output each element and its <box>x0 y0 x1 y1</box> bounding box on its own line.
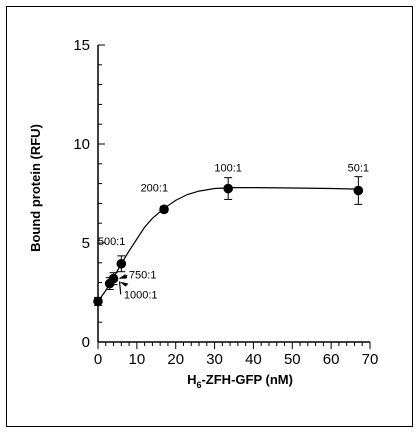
x-axis-title-sub: 6 <box>196 380 201 390</box>
y-axis-title: Bound protein (RFU) <box>28 124 43 252</box>
data-point <box>353 185 364 196</box>
x-tick-label: 50 <box>284 351 301 368</box>
x-tick-label: 70 <box>362 351 379 368</box>
data-point <box>93 296 103 307</box>
annotation-label: 50:1 <box>348 163 369 175</box>
x-tick-label: 60 <box>323 351 340 368</box>
y-tick-label: 5 <box>82 235 90 252</box>
annotation-label: 100:1 <box>214 163 242 175</box>
data-point <box>159 204 169 215</box>
ratio-annotations: 50:1 100:1 200:1 500:1 750:1 1000:1 <box>98 163 369 302</box>
x-axis-title-rest: -ZFH-GFP (nM) <box>201 372 292 387</box>
annotation-label: 750:1 <box>129 270 157 282</box>
data-point <box>116 258 127 269</box>
fit-curve <box>97 187 359 302</box>
y-tick-label: 0 <box>82 334 90 351</box>
arrowhead <box>119 274 128 279</box>
x-tick-label: 30 <box>206 351 223 368</box>
data-points-layer <box>93 176 364 307</box>
annotation-arrow <box>119 274 127 280</box>
data-point <box>108 273 119 284</box>
x-tick-label: 20 <box>167 351 184 368</box>
x-tick-label: 0 <box>94 351 102 368</box>
annotation-label: 1000:1 <box>124 289 158 301</box>
arrowhead <box>119 281 129 287</box>
x-axis-title: H6-ZFH-GFP (nM) <box>187 372 293 390</box>
annotation-label: 500:1 <box>98 236 126 248</box>
figure-frame <box>6 6 413 427</box>
data-point <box>223 183 233 194</box>
axes: 0 5 10 15 0 10 20 30 40 50 60 70 <box>73 37 378 368</box>
y-tick-label: 10 <box>73 136 90 153</box>
annotation-arrow <box>118 281 122 295</box>
x-axis-title-main: H <box>187 372 196 387</box>
annotation-label: 200:1 <box>141 183 169 195</box>
y-tick-label: 15 <box>73 37 90 54</box>
fit-curve-layer <box>97 187 359 302</box>
x-tick-label: 40 <box>245 351 262 368</box>
x-tick-label: 10 <box>129 351 146 368</box>
